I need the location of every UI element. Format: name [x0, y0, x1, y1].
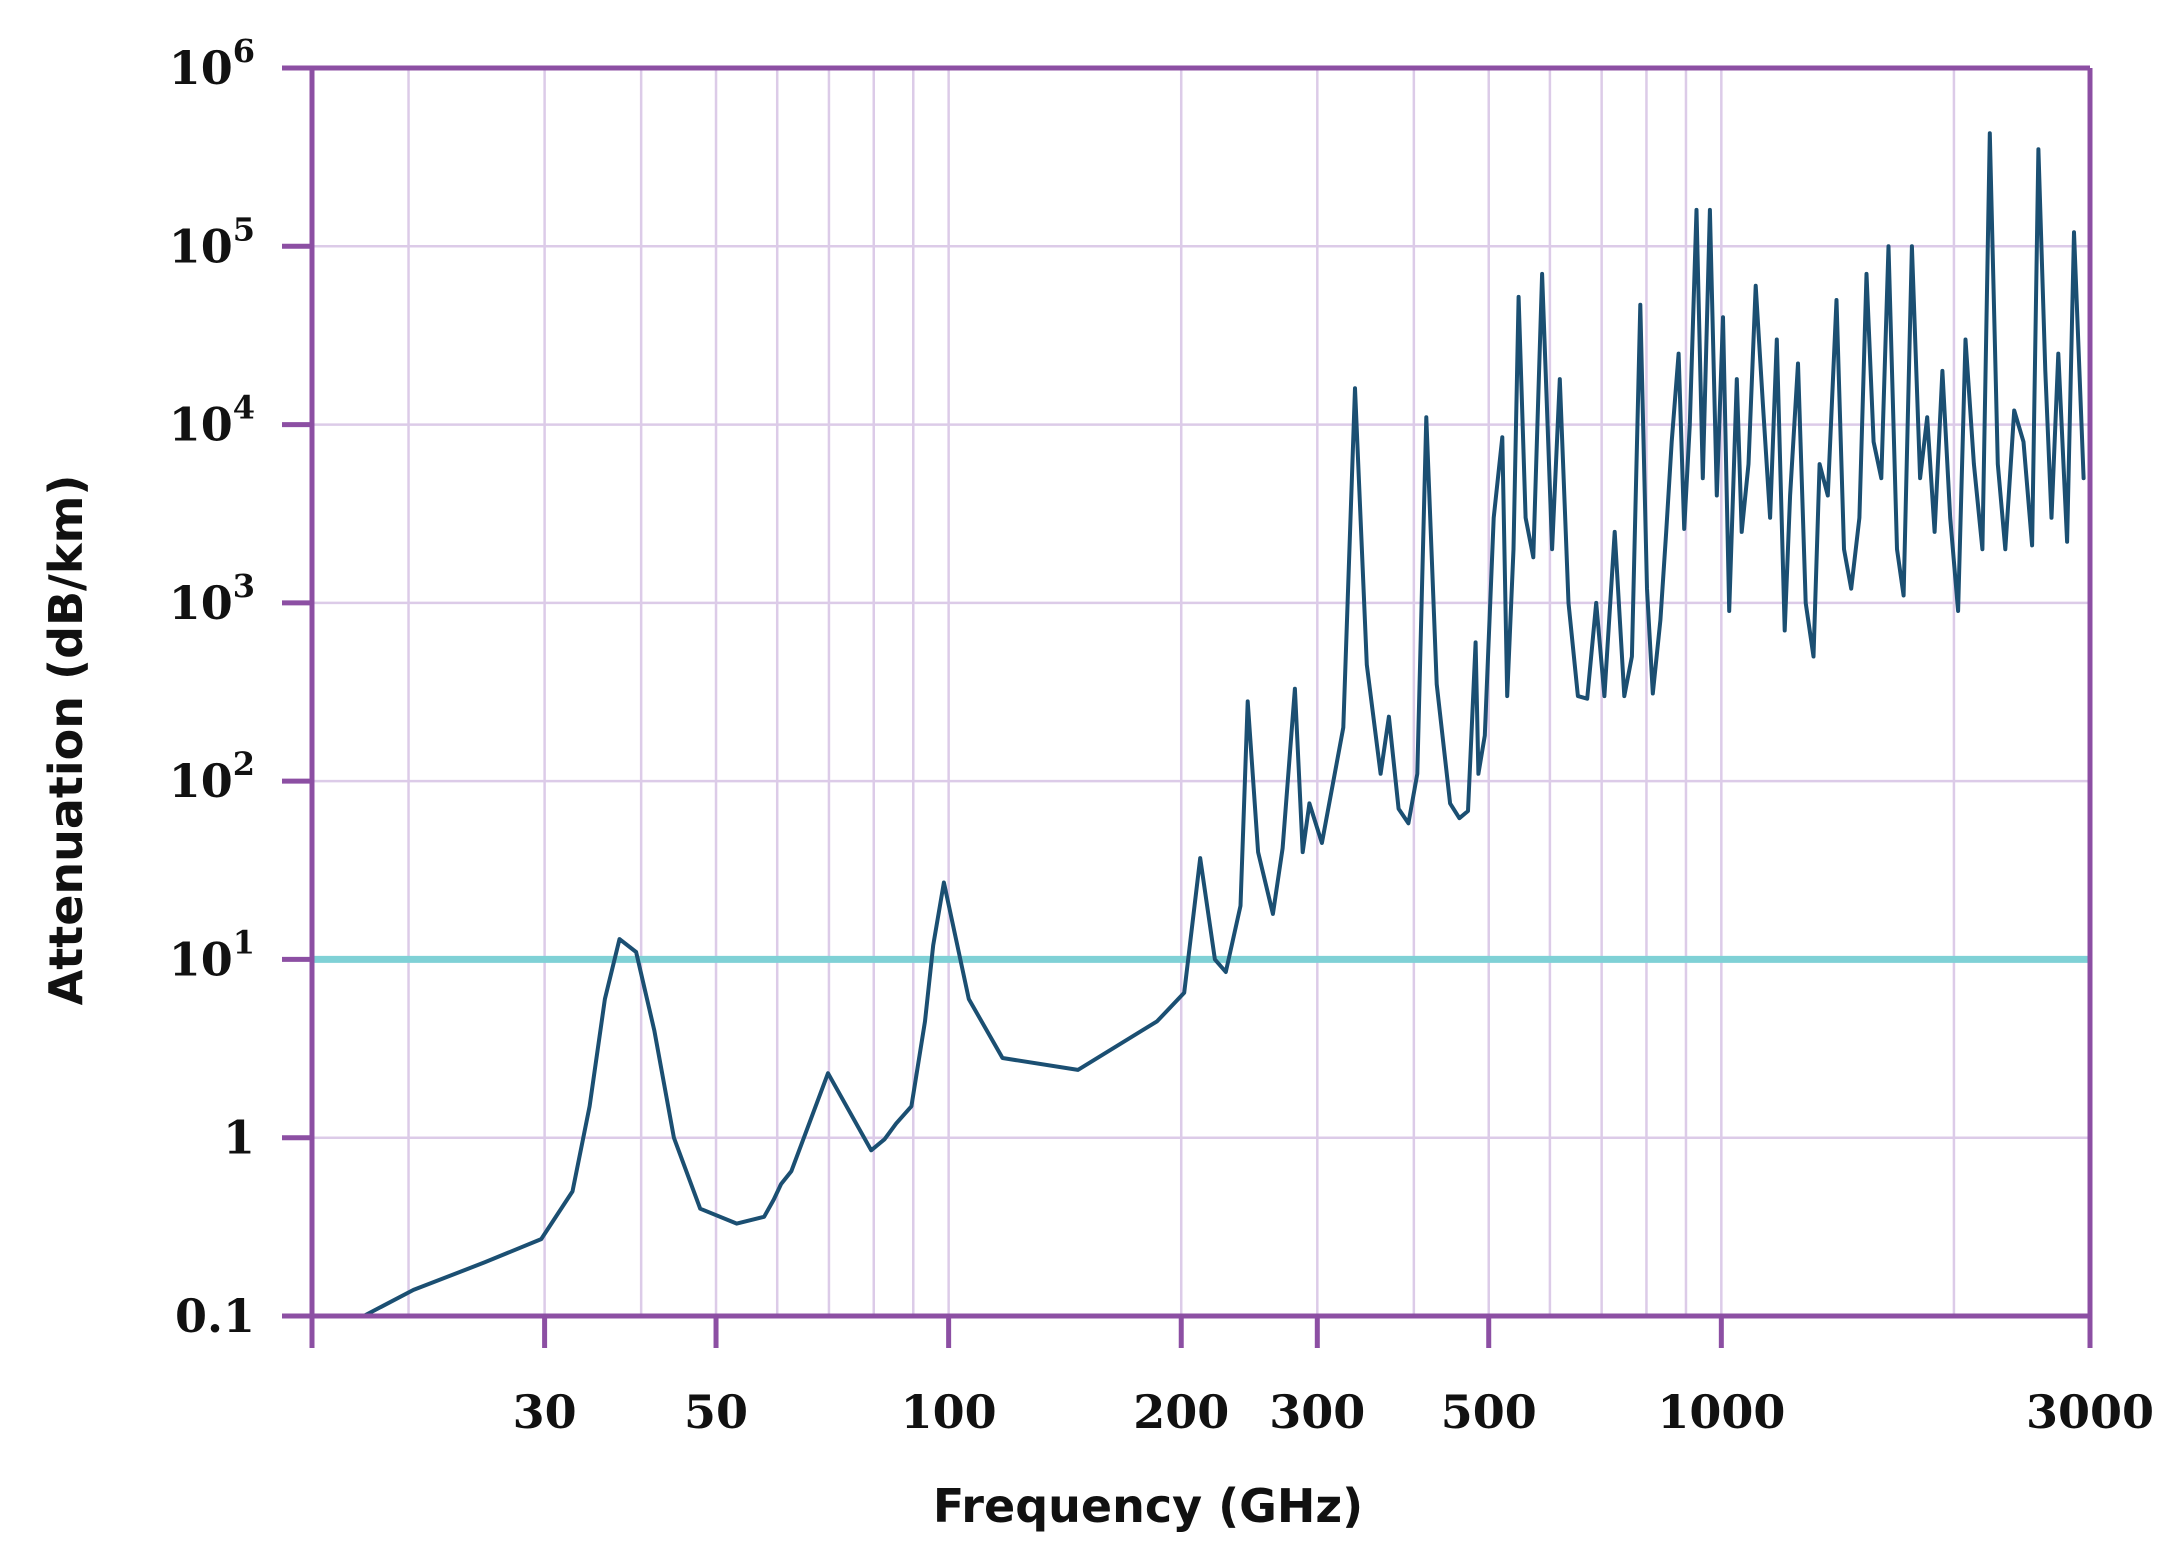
- tick-labels: 30 50 100 200 300 500 1000 3000 0.1 1 101 102 103 104…: [169, 32, 2154, 1439]
- y-tick-label: 104: [169, 389, 255, 452]
- x-tick-label: 3000: [2026, 1385, 2154, 1439]
- y-axis-title: Attenuation (dB/km): [39, 475, 93, 1006]
- y-tick-label: 103: [169, 567, 255, 630]
- y-tick-label: 101: [169, 923, 255, 986]
- y-tick-label: 106: [169, 32, 255, 95]
- x-tick-label: 200: [1133, 1385, 1229, 1439]
- x-tick-label: 500: [1441, 1385, 1537, 1439]
- plot-frame: [282, 65, 2093, 1348]
- x-tick-label: 50: [684, 1385, 748, 1439]
- y-tick-label: 1: [223, 1111, 255, 1165]
- series-group: [361, 131, 2086, 1318]
- attenuation-series-line: [361, 131, 2086, 1318]
- x-tick-label: 100: [901, 1385, 997, 1439]
- y-tick-label: 102: [169, 745, 255, 808]
- x-axis-title: Frequency (GHz): [933, 1479, 1363, 1533]
- x-tick-label: 1000: [1657, 1385, 1785, 1439]
- x-tick-label: 300: [1269, 1385, 1365, 1439]
- y-tick-label: 105: [169, 210, 255, 273]
- grid-lines: [312, 68, 2090, 1316]
- y-tick-label: 0.1: [175, 1289, 255, 1343]
- x-tick-label: 30: [513, 1385, 577, 1439]
